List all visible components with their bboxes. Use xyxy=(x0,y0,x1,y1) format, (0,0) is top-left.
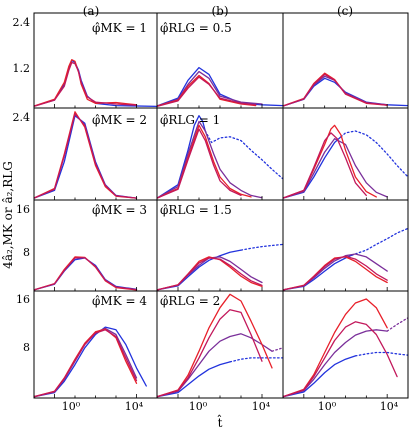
y-tick-label: 16 xyxy=(16,293,30,306)
panel-r1-c2 xyxy=(156,66,284,108)
panel-r2-c1 xyxy=(33,111,158,200)
panel-label-rlg-05: φ̂RLG = 0.5 xyxy=(160,21,232,35)
panel-r1-c1 xyxy=(33,59,158,108)
x-tick-label: 10⁴ xyxy=(252,400,271,413)
series-line-crimson xyxy=(34,113,138,199)
series-line-crimson xyxy=(34,329,138,398)
series-line-red xyxy=(34,59,138,107)
column-label-b: (b) xyxy=(211,4,228,18)
panel-r2-c3 xyxy=(282,124,409,200)
panel-label-rlg-15: φ̂RLG = 1.5 xyxy=(160,203,232,217)
panel-r4-c3 xyxy=(282,298,409,398)
panel-label-mk-4: φ̂MK = 4 xyxy=(92,294,147,308)
panel-label-rlg-2: φ̂RLG = 2 xyxy=(160,294,220,308)
panel-r3-c3 xyxy=(282,227,409,291)
series-line-blue-dotted xyxy=(229,357,283,363)
y-tick-label: 8 xyxy=(23,341,30,354)
panel-r3-c1 xyxy=(33,256,158,291)
series-line-crimson xyxy=(283,132,367,199)
series-line-blue-dotted xyxy=(204,130,283,180)
series-line-purple xyxy=(157,120,263,199)
series-line-crimson xyxy=(34,257,138,291)
series-line-red xyxy=(34,328,138,398)
y-tick-label: 1.2 xyxy=(13,62,31,75)
series-line-purple xyxy=(157,256,263,291)
series-line-blue xyxy=(34,326,147,398)
x-tick-label: 10⁰ xyxy=(62,400,81,413)
series-line-blue xyxy=(157,249,242,291)
series-line-crimson xyxy=(283,255,388,291)
series-line-blue-dotted xyxy=(240,243,283,251)
series-line-purple xyxy=(157,70,263,107)
x-axis-label: t̂ xyxy=(217,413,222,430)
figure-frame xyxy=(33,12,409,399)
series-line-blue-dotted xyxy=(340,130,408,178)
panel-label-mk-2: φ̂MK = 2 xyxy=(92,113,147,127)
series-line-blue-dotted xyxy=(354,351,408,357)
series-line-blue-dotted xyxy=(351,227,408,256)
series-line-crimson xyxy=(157,257,263,291)
series-line-crimson xyxy=(157,128,242,199)
panel-r2-c2 xyxy=(156,115,284,200)
panel-r4-c2 xyxy=(156,293,284,398)
series-line-purple-dotted xyxy=(386,317,408,332)
panel-label-mk-1: φ̂MK = 1 xyxy=(92,21,147,35)
y-tick-label: 2.4 xyxy=(13,111,31,124)
column-label-a: (a) xyxy=(83,4,100,18)
column-label-c: (c) xyxy=(337,4,353,18)
series-line-crimson xyxy=(283,321,398,398)
series-line-red xyxy=(283,256,388,291)
series-line-red xyxy=(283,298,388,398)
panel-label-rlg-1: φ̂RLG = 1 xyxy=(160,113,220,127)
series-line-crimson xyxy=(34,61,138,108)
series-line-purple xyxy=(283,329,388,398)
series-line-red xyxy=(283,124,377,199)
y-tick-label: 2.4 xyxy=(13,16,31,29)
series-line-crimson xyxy=(157,309,263,398)
panel-r4-c1 xyxy=(33,326,158,398)
panel-r3-c2 xyxy=(156,243,284,291)
series-line-crimson xyxy=(283,73,388,107)
x-tick-label: 10⁰ xyxy=(318,400,337,413)
series-line-red xyxy=(157,293,273,398)
series-line-purple xyxy=(283,138,388,199)
series-line-purple xyxy=(157,333,273,398)
panel-label-mk-3: φ̂MK = 3 xyxy=(92,203,147,217)
series-line-blue xyxy=(157,361,231,398)
y-tick-label: 16 xyxy=(16,203,30,216)
series-line-crimson xyxy=(157,76,257,108)
x-tick-label: 10⁰ xyxy=(189,400,208,413)
y-tick-label: 8 xyxy=(23,246,30,259)
panel-r1-c3 xyxy=(282,72,409,108)
series-line-purple-dotted xyxy=(271,347,283,352)
series-line-blue xyxy=(283,355,357,398)
x-tick-label: 10⁴ xyxy=(380,400,399,413)
x-tick-label: 10⁴ xyxy=(125,400,144,413)
series-line-blue xyxy=(283,136,342,199)
plot-area xyxy=(33,12,409,399)
y-axis-label: 4â₂,MK or â₂,RLG xyxy=(1,161,15,269)
